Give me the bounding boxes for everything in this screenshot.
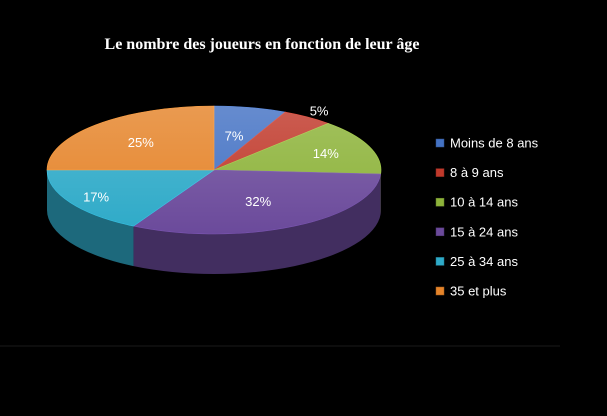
pie-slice-label-3: 14% bbox=[313, 146, 339, 161]
pie-side-5 bbox=[47, 170, 134, 267]
pie-slice-label-5: 17% bbox=[83, 190, 109, 205]
legend-swatch-6 bbox=[435, 286, 445, 296]
legend-item-1: Moins de 8 ans bbox=[435, 136, 539, 151]
pie-top-surface bbox=[46, 105, 382, 235]
legend-item-4: 15 à 24 ans bbox=[435, 224, 518, 239]
legend-swatch-4 bbox=[435, 227, 445, 237]
pie-slice-label-2: 5% bbox=[310, 104, 329, 119]
legend-item-3: 10 à 14 ans bbox=[435, 195, 518, 210]
legend-label-6: 35 et plus bbox=[450, 284, 507, 299]
pie-slice-label-1: 7% bbox=[225, 129, 244, 144]
legend-item-2: 8 à 9 ans bbox=[435, 165, 504, 180]
pie-slice-label-4: 32% bbox=[245, 194, 271, 209]
legend-swatch-2 bbox=[435, 168, 445, 177]
pie-side-walls bbox=[47, 170, 381, 274]
legend-label-2: 8 à 9 ans bbox=[450, 165, 504, 180]
legend-item-5: 25 à 34 ans bbox=[435, 254, 518, 269]
legend-swatch-5 bbox=[435, 257, 445, 266]
legend-item-6: 35 et plus bbox=[435, 284, 507, 299]
legend-label-4: 15 à 24 ans bbox=[450, 224, 518, 239]
legend-label-5: 25 à 34 ans bbox=[450, 254, 518, 269]
pie-sheen bbox=[47, 106, 381, 234]
chart-title: Le nombre des joueurs en fonction de leu… bbox=[105, 36, 420, 53]
pie-slice-label-6: 25% bbox=[128, 135, 154, 150]
legend-swatch-3 bbox=[435, 197, 445, 207]
legend-label-3: 10 à 14 ans bbox=[450, 195, 518, 210]
legend-swatch-1 bbox=[435, 138, 445, 148]
pie-side-4 bbox=[133, 174, 381, 274]
legend-label-1: Moins de 8 ans bbox=[450, 136, 539, 151]
legend: Moins de 8 ans 8 à 9 ans 10 à 14 ans 15 à 2… bbox=[435, 136, 539, 299]
pie-labels: 7% 5% 14% 32% 17% 25% bbox=[83, 104, 339, 209]
